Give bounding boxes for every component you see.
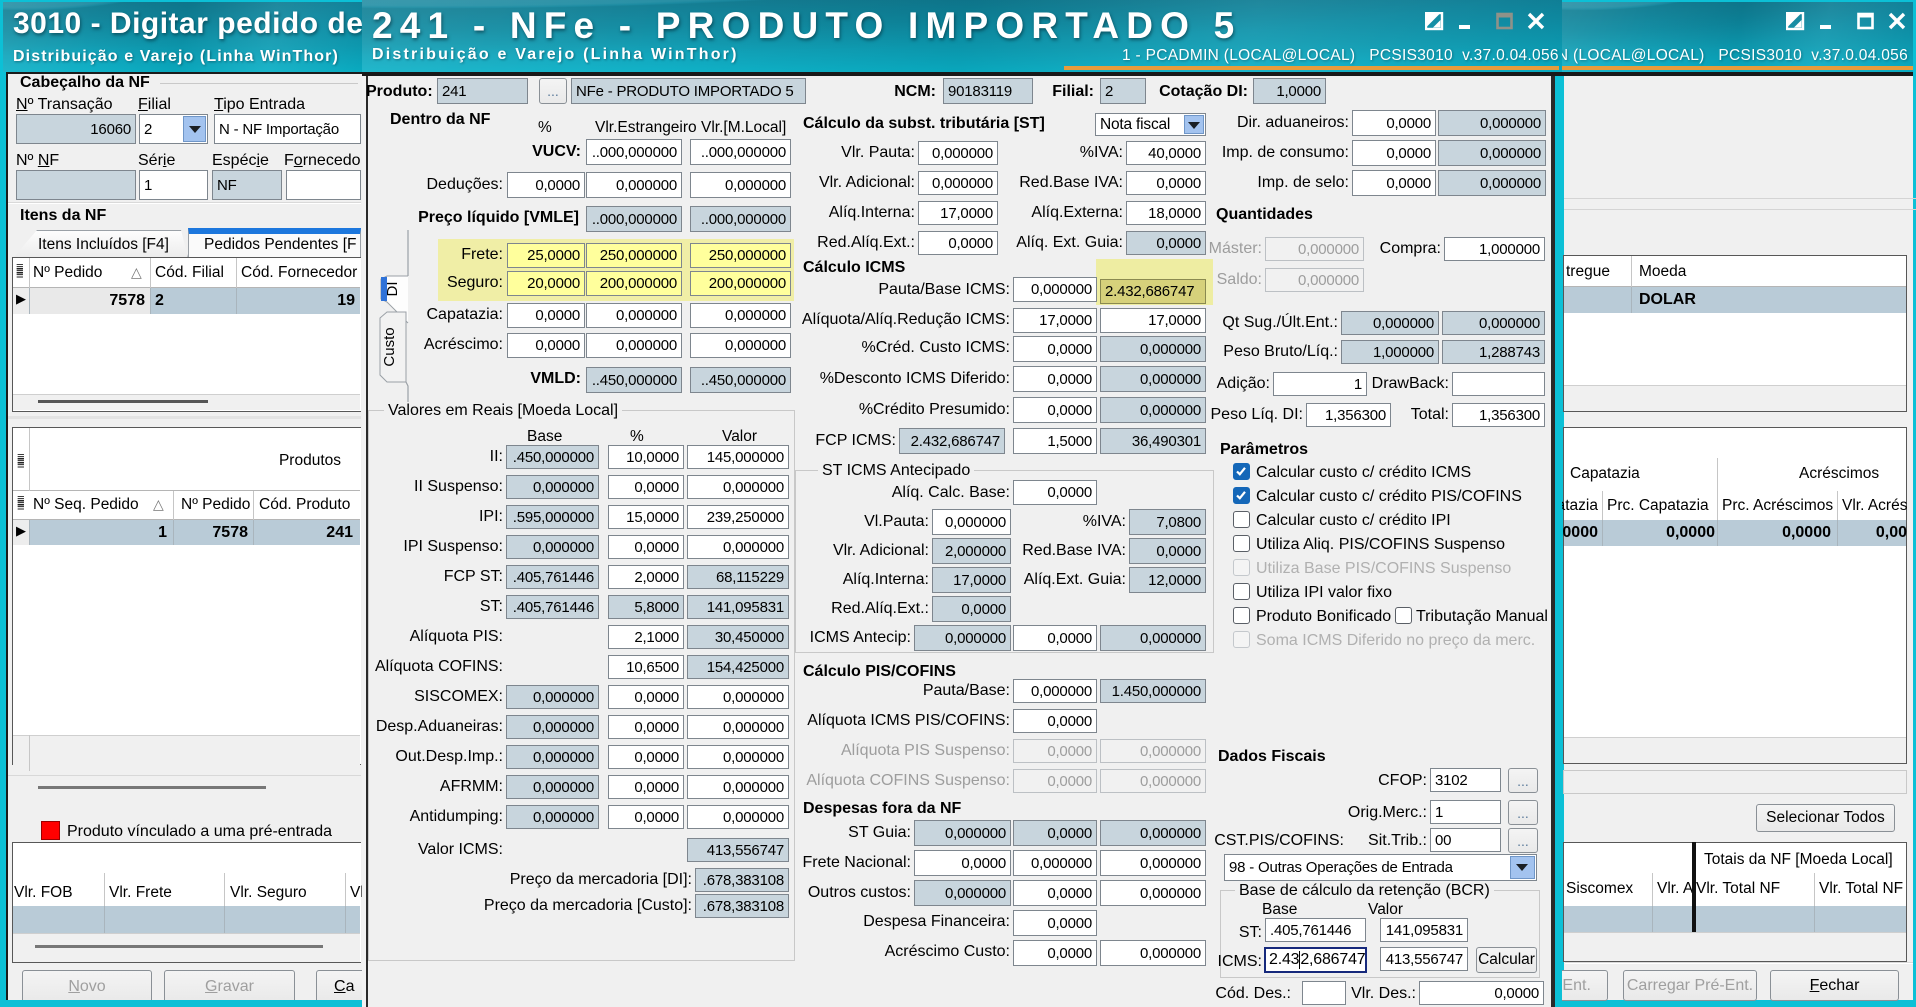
svg-text:DI: DI [384,282,401,297]
svg-text:Custo: Custo [381,327,398,366]
